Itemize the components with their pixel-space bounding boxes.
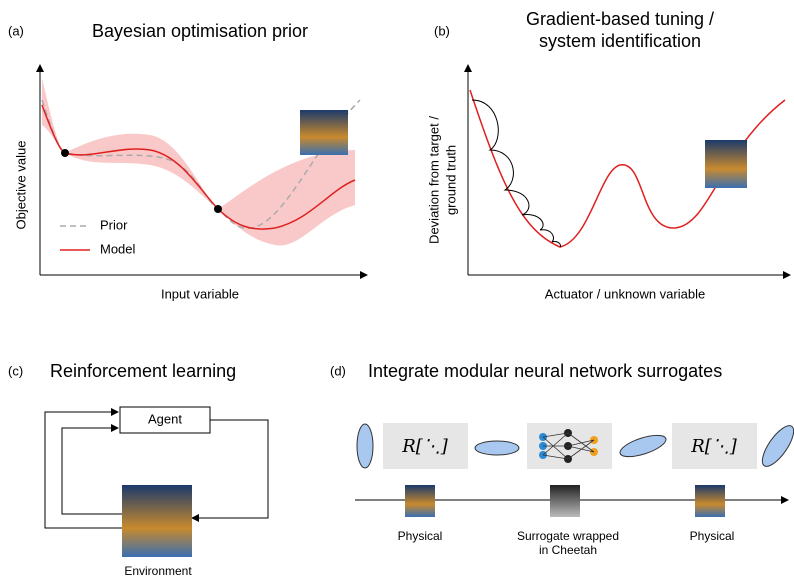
element-box bbox=[672, 423, 757, 469]
panel-label: (d) bbox=[330, 363, 346, 378]
panel-label: (b) bbox=[434, 23, 450, 38]
cheetah-image bbox=[695, 485, 725, 517]
observation bbox=[61, 149, 69, 157]
y-label: Deviation from target / bbox=[426, 116, 441, 244]
action-arrow bbox=[191, 419, 269, 522]
agent-label: Agent bbox=[148, 411, 182, 426]
beam-ellipse bbox=[619, 434, 667, 458]
stage-label: Surrogate wrapped bbox=[517, 529, 619, 543]
uncertainty-band bbox=[42, 78, 355, 246]
x-label: Input variable bbox=[161, 286, 239, 301]
surrogate-image bbox=[550, 485, 580, 517]
beam-ellipse bbox=[761, 425, 794, 467]
panel-b: (b) Gradient-based tuning / system ident… bbox=[426, 9, 791, 301]
stage-label: in Cheetah bbox=[539, 543, 597, 557]
panel-title: Bayesian optimisation prior bbox=[92, 21, 308, 41]
beam-ellipse bbox=[474, 440, 520, 456]
panel-label: (c) bbox=[8, 363, 23, 378]
panel-c: (c) Reinforcement learning Agent Environ… bbox=[8, 361, 269, 578]
operator: R[⋱] bbox=[690, 436, 738, 457]
legend-entry: Prior bbox=[100, 217, 128, 232]
gradient-steps bbox=[471, 99, 561, 248]
loss-curve bbox=[469, 89, 786, 248]
y-label: ground truth bbox=[443, 145, 458, 215]
panel-label: (a) bbox=[8, 23, 24, 38]
panel-title: system identification bbox=[539, 31, 701, 51]
legend-entry: Model bbox=[100, 241, 136, 256]
panel-title: Gradient-based tuning / bbox=[526, 9, 714, 29]
cheetah-image bbox=[705, 140, 747, 188]
beam-ellipse bbox=[356, 423, 374, 469]
state-arrow bbox=[44, 408, 122, 529]
environment-label: Environment bbox=[124, 564, 192, 578]
panel-title: Reinforcement learning bbox=[50, 361, 236, 381]
stage-label: Physical bbox=[690, 529, 735, 543]
operator: R[⋱] bbox=[401, 436, 449, 457]
environment-image bbox=[122, 485, 192, 557]
panel-a: (a) Bayesian optimisation prior Objectiv… bbox=[8, 21, 368, 301]
x-label: Actuator / unknown variable bbox=[545, 286, 705, 301]
stage-label: Physical bbox=[398, 529, 443, 543]
element-box bbox=[383, 423, 468, 469]
prior-curve bbox=[41, 99, 361, 230]
cheetah-image bbox=[300, 110, 348, 155]
panel-d: (d) Integrate modular neural network sur… bbox=[330, 361, 794, 557]
cheetah-image bbox=[405, 485, 435, 517]
observation bbox=[214, 205, 222, 213]
panel-title: Integrate modular neural network surroga… bbox=[368, 361, 722, 381]
y-label: Objective value bbox=[13, 141, 28, 230]
neural-network-icon bbox=[539, 429, 598, 463]
agent-box bbox=[119, 406, 211, 434]
reward-arrow bbox=[61, 424, 122, 515]
